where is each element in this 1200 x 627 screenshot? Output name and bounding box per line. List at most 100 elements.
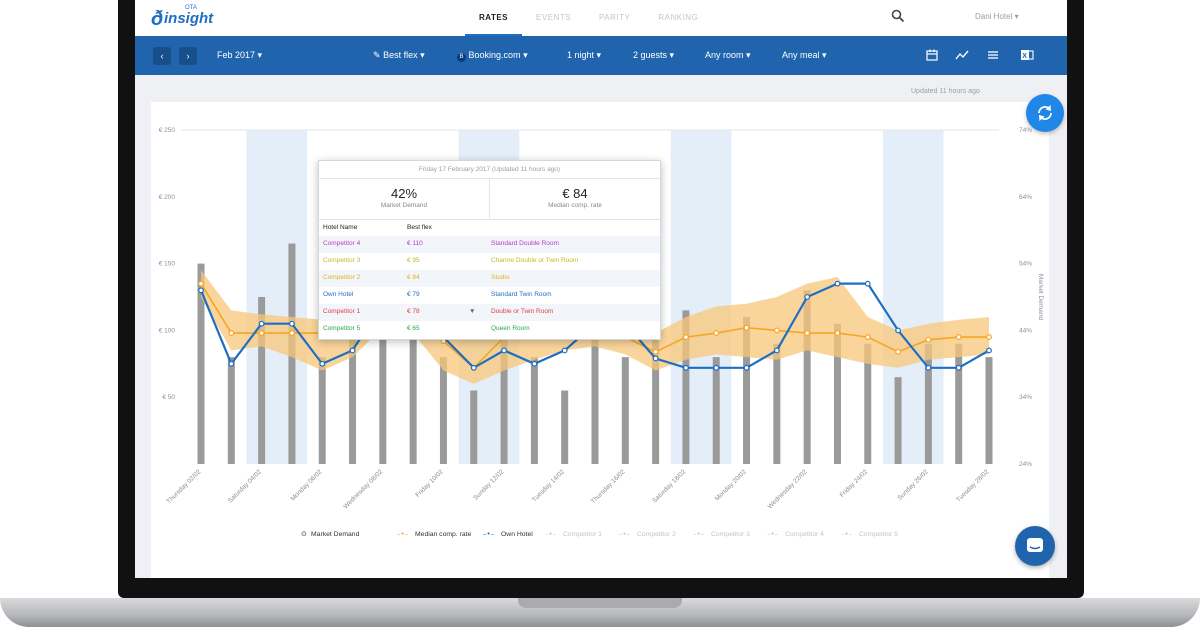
y-right-tick-label: 34% xyxy=(1019,394,1032,401)
market-demand-bar xyxy=(470,390,478,464)
median-comp-rate-point xyxy=(834,330,841,336)
app-screen: ð OTA insight RATES EVENTS PARITY RANKIN… xyxy=(135,0,1067,578)
own-hotel-point xyxy=(925,364,932,371)
tooltip-room-type: Queen Room xyxy=(491,325,530,332)
market-demand-bar xyxy=(682,310,690,464)
search-icon[interactable] xyxy=(891,9,905,23)
y-left-tick-label: € 100 xyxy=(159,327,176,334)
month-select-label: Feb 2017 xyxy=(217,50,256,60)
user-menu[interactable]: Dani Hotel ▾ xyxy=(975,12,1019,21)
market-demand-bar xyxy=(561,390,569,464)
y-right-tick-label: 54% xyxy=(1019,261,1032,268)
own-hotel-point xyxy=(349,347,356,354)
rate-type-select[interactable]: ✎ Best flex ▾ xyxy=(373,50,425,61)
tab-parity[interactable]: PARITY xyxy=(599,13,631,22)
x-tick-label: Saturday 18/02 xyxy=(651,468,687,504)
x-tick-label: Monday 20/02 xyxy=(714,468,748,502)
market-demand-bar xyxy=(409,310,417,464)
list-icon[interactable] xyxy=(986,48,1000,62)
excel-export-icon[interactable]: X xyxy=(1020,48,1034,62)
legend-item: Median comp. rate xyxy=(415,531,472,538)
legend-marker: –•– xyxy=(841,530,853,538)
median-comp-rate-point xyxy=(713,330,720,336)
x-tick-label: Tuesday 14/02 xyxy=(531,468,566,503)
laptop-notch xyxy=(518,598,682,608)
chevron-down-icon: ▾ xyxy=(523,50,528,60)
chevron-down-icon: ▾ xyxy=(420,50,425,60)
guests-label: 2 guests xyxy=(633,50,668,60)
median-comp-rate-point xyxy=(955,334,962,340)
legend-marker: –•– xyxy=(767,530,779,538)
logo-text: insight xyxy=(164,10,214,27)
own-hotel-point xyxy=(804,294,811,300)
tooltip-rate: € 95 xyxy=(407,257,420,264)
tooltip-row: Competitor 2 € 84 Studio xyxy=(319,270,660,287)
tooltip-hotel-name: Competitor 2 xyxy=(323,274,361,281)
calendar-icon[interactable] xyxy=(925,48,939,62)
line-chart-icon[interactable] xyxy=(955,48,969,62)
tooltip-rate: € 84 xyxy=(407,274,420,281)
tooltip-room-type: Charme Double or Twin Room xyxy=(491,257,579,264)
tooltip-divider xyxy=(489,179,490,219)
tooltip-rate: € 78 xyxy=(407,308,420,315)
tooltip-room-type: Standard Double Room xyxy=(491,240,559,247)
y-right-tick-label: 24% xyxy=(1019,461,1032,468)
logo-sup: OTA xyxy=(185,5,197,11)
prev-month-button[interactable]: ‹ xyxy=(153,47,171,65)
guests-select[interactable]: 2 guests ▾ xyxy=(633,50,674,61)
app-logo[interactable]: ð OTA insight xyxy=(151,5,221,30)
legend-item: Competitor 1 xyxy=(563,531,602,538)
tab-rates[interactable]: RATES xyxy=(465,0,523,36)
next-month-button[interactable]: › xyxy=(179,47,197,65)
x-tick-label: Sunday 26/02 xyxy=(896,468,930,502)
tag-icon: ✎ xyxy=(373,50,381,60)
own-hotel-point xyxy=(834,280,841,287)
channel-select[interactable]: B Booking.com ▾ xyxy=(457,50,528,62)
market-demand-bar xyxy=(621,357,629,464)
market-demand-bar xyxy=(227,357,235,464)
chat-button[interactable] xyxy=(1015,526,1055,566)
median-comp-rate-point xyxy=(198,280,204,287)
chat-icon xyxy=(1027,538,1043,552)
top-navbar: ð OTA insight RATES EVENTS PARITY RANKIN… xyxy=(135,0,1067,36)
tab-ranking[interactable]: RANKING xyxy=(658,13,699,22)
refresh-button[interactable] xyxy=(1026,94,1064,132)
chevron-down-icon: ▾ xyxy=(669,50,675,60)
booking-icon: B xyxy=(457,53,466,62)
y-left-tick-label: € 200 xyxy=(159,194,176,201)
own-hotel-point xyxy=(713,364,720,371)
chevron-down-icon: ▾ xyxy=(596,50,602,60)
own-hotel-point xyxy=(986,347,992,354)
tooltip-separator xyxy=(319,178,660,179)
tooltip-row: Competitor 4 € 110 Standard Double Room xyxy=(319,236,660,253)
x-tick-label: Sunday 12/02 xyxy=(472,468,506,502)
y-right-axis-title: Market Demand xyxy=(1037,274,1044,321)
meal-select[interactable]: Any meal ▾ xyxy=(782,50,827,61)
market-demand-bar xyxy=(985,357,993,464)
chevron-down-icon: ▾ xyxy=(746,50,751,60)
tooltip-date: Friday 17 February 2017 (Updated 11 hour… xyxy=(418,166,561,173)
x-tick-label: Friday 24/02 xyxy=(839,468,870,499)
chart-legend: ⊙ Market Demand –•– Median comp. rate –•– Own… xyxy=(301,530,898,538)
month-select[interactable]: Feb 2017 ▾ xyxy=(217,50,262,61)
main-tabs: RATES EVENTS PARITY RANKING xyxy=(465,0,712,36)
market-demand-bar xyxy=(894,377,902,464)
nights-select[interactable]: 1 night ▾ xyxy=(567,50,601,61)
y-right-tick-label: 44% xyxy=(1019,327,1032,334)
market-demand-bar xyxy=(743,317,751,464)
tooltip-hotel-name: Competitor 5 xyxy=(323,325,361,332)
own-hotel-point xyxy=(652,355,659,362)
own-hotel-point xyxy=(773,347,780,354)
own-hotel-point xyxy=(470,364,477,371)
channel-label: Booking.com xyxy=(468,50,521,60)
own-hotel-point xyxy=(289,320,295,327)
tooltip-row: Competitor 5 € 65 Queen Room xyxy=(319,321,660,338)
market-demand-bar xyxy=(803,290,811,464)
col-rate: Best flex xyxy=(407,224,432,231)
filter-toolbar: ‹ › Feb 2017 ▾ ✎ Best flex ▾ B Booking.c… xyxy=(135,36,1067,75)
tooltip-rate: € 79 xyxy=(407,291,420,298)
legend-item: Own Hotel xyxy=(501,531,533,538)
tooltip-rate: € 65 xyxy=(407,325,420,332)
room-select[interactable]: Any room ▾ xyxy=(705,50,751,61)
tab-events[interactable]: EVENTS xyxy=(536,13,572,22)
